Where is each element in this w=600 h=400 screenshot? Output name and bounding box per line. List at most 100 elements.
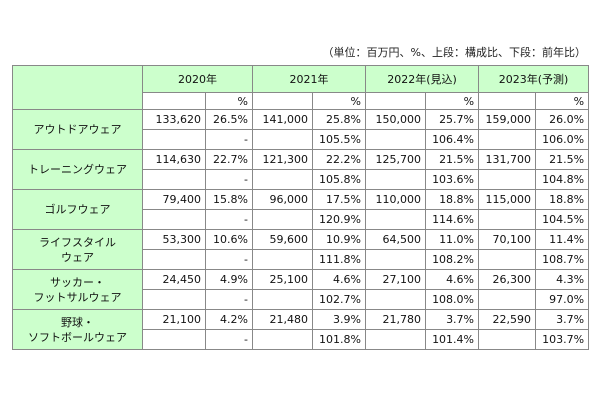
value-cell: 22,590 bbox=[478, 309, 537, 330]
blank-cell bbox=[478, 92, 537, 110]
label-line: フットサルウェア bbox=[33, 290, 122, 304]
blank-cell bbox=[365, 249, 426, 270]
value-cell: 24,450 bbox=[142, 269, 206, 290]
value-cell: 141,000 bbox=[252, 109, 313, 130]
yoy-cell: 97.0% bbox=[535, 289, 590, 310]
blank-cell bbox=[142, 209, 206, 230]
blank-cell bbox=[142, 92, 206, 110]
share-cell: 18.8% bbox=[535, 189, 590, 210]
data-row: ライフスタイル ウェア 53,300 10.6% 59,600 10.9% 64,500 11… bbox=[12, 229, 590, 270]
blank-cell bbox=[365, 129, 426, 150]
yoy-cell: 101.8% bbox=[312, 329, 366, 350]
data-row: ゴルフウェア 79,400 15.8% 96,000 17.5% 110,000 18.8%… bbox=[12, 189, 590, 230]
share-cell: 25.8% bbox=[312, 109, 366, 130]
yoy-cell: 104.5% bbox=[535, 209, 590, 230]
data-row: - 101.8% 101.4% 103.7% bbox=[13, 329, 590, 350]
blank-cell bbox=[252, 92, 313, 110]
value-cell: 114,630 bbox=[142, 149, 206, 170]
yoy-cell: - bbox=[205, 209, 253, 230]
blank-cell bbox=[142, 249, 206, 270]
blank-cell bbox=[478, 329, 537, 350]
data-row: トレーニングウェア 114,630 22.7% 121,300 22.2% 125,700… bbox=[12, 149, 590, 190]
data-row: 野球・ ソフトボールウェア 21,100 4.2% 21,480 3.9% 21,780 3.… bbox=[12, 309, 590, 350]
value-cell: 121,300 bbox=[252, 149, 313, 170]
blank-cell bbox=[142, 329, 206, 350]
year-header: 2022年(見込) bbox=[364, 65, 480, 93]
yoy-cell: 103.6% bbox=[424, 169, 480, 190]
value-cell: 159,000 bbox=[478, 109, 537, 130]
value-cell: 131,700 bbox=[478, 149, 537, 170]
share-cell: 4.6% bbox=[424, 269, 480, 290]
share-cell: 3.7% bbox=[535, 309, 590, 330]
yoy-cell: 105.5% bbox=[312, 129, 366, 150]
share-cell: 21.5% bbox=[535, 149, 590, 170]
category-label: トレーニングウェア bbox=[12, 149, 143, 190]
category-label: ゴルフウェア bbox=[12, 189, 143, 230]
yoy-cell: 102.7% bbox=[312, 289, 366, 310]
blank-cell bbox=[478, 169, 537, 190]
corner bbox=[12, 65, 143, 110]
yoy-cell: - bbox=[205, 289, 253, 310]
label-line: ゴルフウェア bbox=[44, 203, 111, 216]
blank-cell bbox=[252, 329, 313, 350]
year-header: 2023年(予測) bbox=[478, 65, 590, 93]
unit-note: （単位：百万円、%、上段：構成比、下段：前年比） bbox=[322, 46, 586, 59]
value-cell: 79,400 bbox=[142, 189, 206, 210]
blank-cell bbox=[478, 129, 537, 150]
year-header: 2020年 bbox=[142, 65, 253, 93]
value-cell: 96,000 bbox=[252, 189, 313, 210]
label-line: サッカー・ bbox=[50, 275, 105, 289]
data-row: - 111.8% 108.2% 108.7% bbox=[13, 249, 590, 270]
share-cell: 4.2% bbox=[205, 309, 253, 330]
share-cell: 11.4% bbox=[535, 229, 590, 250]
blank-cell bbox=[365, 92, 426, 110]
value-cell: 59,600 bbox=[252, 229, 313, 250]
share-cell: 17.5% bbox=[312, 189, 366, 210]
category-label: サッカー・ フットサルウェア bbox=[12, 269, 143, 310]
share-cell: 4.3% bbox=[535, 269, 590, 290]
header-row: 2020年 2021年 2022年(見込) 2023年(予測) bbox=[12, 65, 590, 110]
yoy-cell: - bbox=[205, 129, 253, 150]
data-row: - 105.8% 103.6% 104.8% bbox=[13, 169, 590, 190]
unit-header: % bbox=[535, 92, 590, 110]
yoy-cell: 111.8% bbox=[312, 249, 366, 270]
data-row: - 105.5% 106.4% 106.0% bbox=[13, 129, 590, 150]
blank-cell bbox=[478, 289, 537, 310]
category-label: ライフスタイル ウェア bbox=[12, 229, 143, 270]
yoy-cell: 108.2% bbox=[424, 249, 480, 270]
value-cell: 53,300 bbox=[142, 229, 206, 250]
unit-header: % bbox=[312, 92, 366, 110]
value-cell: 27,100 bbox=[365, 269, 426, 290]
yoy-cell: 114.6% bbox=[424, 209, 480, 230]
share-cell: 15.8% bbox=[205, 189, 253, 210]
yoy-cell: 105.8% bbox=[312, 169, 366, 190]
share-cell: 11.0% bbox=[424, 229, 480, 250]
share-cell: 3.9% bbox=[312, 309, 366, 330]
value-cell: 21,780 bbox=[365, 309, 426, 330]
yoy-cell: 108.7% bbox=[535, 249, 590, 270]
blank-cell bbox=[142, 169, 206, 190]
share-cell: 26.0% bbox=[535, 109, 590, 130]
blank-cell bbox=[142, 129, 206, 150]
value-cell: 133,620 bbox=[142, 109, 206, 130]
value-cell: 125,700 bbox=[365, 149, 426, 170]
label-line: ソフトボールウェア bbox=[28, 330, 127, 344]
share-cell: 10.6% bbox=[205, 229, 253, 250]
share-cell: 10.9% bbox=[312, 229, 366, 250]
value-cell: 25,100 bbox=[252, 269, 313, 290]
share-cell: 21.5% bbox=[424, 149, 480, 170]
share-cell: 22.2% bbox=[312, 149, 366, 170]
value-cell: 70,100 bbox=[478, 229, 537, 250]
yoy-cell: - bbox=[205, 169, 253, 190]
label-line: ライフスタイル bbox=[39, 235, 116, 249]
data-row: - 120.9% 114.6% 104.5% bbox=[13, 209, 590, 230]
market-table: 2020年 2021年 2022年(見込) 2023年(予測)%%%% アウトドアウェア… bbox=[12, 65, 590, 350]
value-cell: 26,300 bbox=[478, 269, 537, 290]
data-row: サッカー・ フットサルウェア 24,450 4.9% 25,100 4.6% 27,100 4… bbox=[12, 269, 590, 310]
yoy-cell: 103.7% bbox=[535, 329, 590, 350]
blank-cell bbox=[365, 329, 426, 350]
share-cell: 4.6% bbox=[312, 269, 366, 290]
label-line: 野球・ bbox=[61, 315, 94, 329]
unit-header: % bbox=[205, 92, 253, 110]
yoy-cell: 101.4% bbox=[424, 329, 480, 350]
